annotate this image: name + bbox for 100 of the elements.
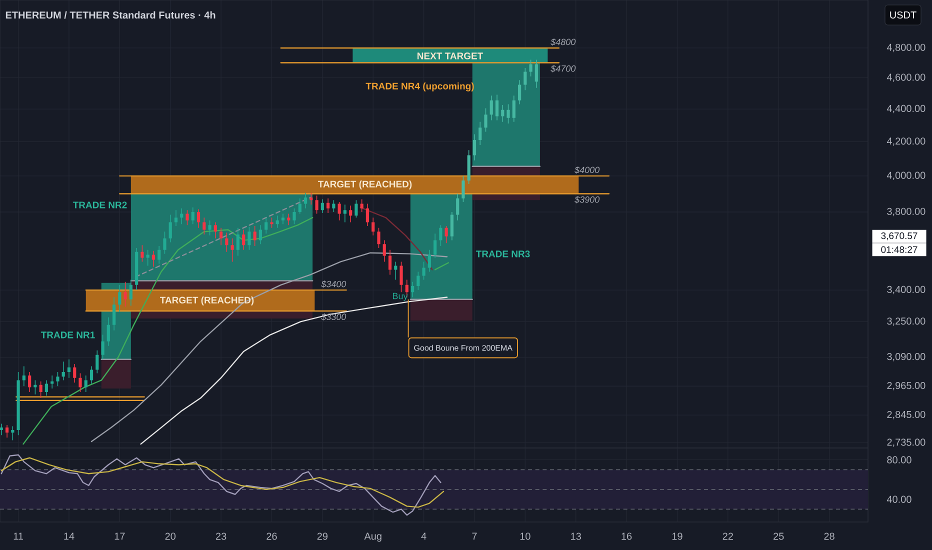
candlestick xyxy=(90,366,94,384)
candlestick xyxy=(242,230,246,250)
y-tick-label: 4,000.00 xyxy=(886,172,926,180)
candlestick xyxy=(338,202,341,220)
y-tick-label: 2,735.00 xyxy=(887,438,926,447)
x-tick-label: 20 xyxy=(165,532,176,540)
candlestick xyxy=(101,334,104,360)
candlestick xyxy=(439,225,442,246)
y-tick-label: 3,800.00 xyxy=(887,208,926,216)
x-tick-label: 10 xyxy=(520,532,530,540)
candlestick xyxy=(44,380,48,396)
candlestick xyxy=(214,222,217,238)
annotation: TRADE NR4 (upcoming) xyxy=(366,82,474,92)
candlestick xyxy=(400,262,403,292)
candlestick xyxy=(16,372,20,436)
candlestick xyxy=(343,204,346,222)
candlestick xyxy=(304,192,308,208)
candlestick xyxy=(174,210,178,226)
x-tick-label: 28 xyxy=(824,532,834,540)
x-tick-label: 17 xyxy=(114,532,125,540)
annotation: $3400 xyxy=(321,280,346,288)
candlestick xyxy=(281,214,285,224)
candlestick xyxy=(298,198,302,214)
candlestick xyxy=(444,226,448,244)
candlestick xyxy=(28,372,32,392)
candlestick xyxy=(50,376,54,388)
annotation: $3900 xyxy=(574,196,600,204)
candlestick xyxy=(372,218,375,236)
candlestick xyxy=(253,226,256,246)
candlestick xyxy=(258,225,262,244)
x-tick-label: 25 xyxy=(774,532,784,540)
x-tick-label: 19 xyxy=(672,532,682,540)
candlestick xyxy=(416,272,420,290)
candlestick xyxy=(248,226,251,250)
y-tick-label: 4,600.00 xyxy=(886,74,926,82)
x-tick-label: 16 xyxy=(622,532,632,540)
text: 01:48:27 xyxy=(881,246,918,253)
candlestick xyxy=(287,214,290,226)
candlestick xyxy=(354,200,358,218)
annotation: $4800 xyxy=(550,38,576,46)
candlestick xyxy=(434,234,437,258)
candlestick xyxy=(140,245,144,262)
candlestick xyxy=(78,373,82,392)
candlestick xyxy=(320,199,324,213)
annotation: TRADE NR2 xyxy=(72,202,127,208)
text: ETHEREUM / TETHER Standard Futures · 4h xyxy=(6,11,216,19)
candlestick xyxy=(315,196,318,214)
candlestick xyxy=(67,359,71,378)
candlestick xyxy=(422,262,426,280)
y-axis-title: USDT xyxy=(890,11,916,19)
y-tick-label: 3,250.00 xyxy=(887,318,926,326)
candlestick xyxy=(73,364,76,383)
x-tick-label: 23 xyxy=(216,532,226,540)
candlestick xyxy=(22,366,26,386)
candlestick xyxy=(191,207,194,224)
candlestick xyxy=(196,209,200,228)
candlestick xyxy=(129,280,132,306)
candlestick xyxy=(163,232,166,254)
annotation: $3300 xyxy=(321,313,346,321)
annotation: Good Boune From 200EMA xyxy=(414,344,512,351)
x-tick-label: 7 xyxy=(472,532,477,540)
y-tick-label: 2,965.00 xyxy=(887,382,926,390)
candlestick xyxy=(410,282,414,298)
y-tick-label: 4,400.00 xyxy=(886,104,926,114)
candlestick xyxy=(106,317,110,346)
y-tick-label: 4,200.00 xyxy=(886,138,926,146)
x-tick-label: 11 xyxy=(14,532,24,540)
candlestick xyxy=(5,425,9,438)
candlestick xyxy=(264,218,268,234)
candlestick xyxy=(152,250,156,267)
x-tick-label: 26 xyxy=(266,532,277,540)
candlestick xyxy=(220,228,223,246)
candlestick xyxy=(326,198,330,213)
annotation: $4700 xyxy=(550,65,576,72)
annotation: Buy xyxy=(392,292,408,301)
y-tick-label: 3,090.00 xyxy=(887,353,926,362)
candlestick xyxy=(112,297,116,330)
candlestick xyxy=(56,372,60,386)
candlestick xyxy=(186,210,189,226)
candlestick xyxy=(366,204,370,226)
annotation: TRADE NR1 xyxy=(40,332,95,338)
candlestick xyxy=(84,376,88,392)
candlestick xyxy=(236,228,240,256)
candlestick xyxy=(276,216,279,228)
annotation: TARGET (REACHED) xyxy=(318,180,412,190)
candlestick xyxy=(135,248,138,290)
y-tick-label: 4,800.00 xyxy=(886,44,926,52)
candlestick xyxy=(428,250,431,272)
candlestick xyxy=(292,208,296,224)
y-tick-label: 40.00 xyxy=(886,496,912,503)
candlestick xyxy=(388,250,392,275)
candlestick xyxy=(96,350,99,374)
x-tick-label: 29 xyxy=(317,532,328,540)
candlestick xyxy=(158,246,161,264)
candlestick xyxy=(0,424,3,436)
candlestick xyxy=(377,228,380,248)
candlestick xyxy=(208,220,212,236)
annotation: $4000 xyxy=(574,166,600,174)
y-tick-label: 3,400.00 xyxy=(887,286,926,294)
x-tick-label: 4 xyxy=(421,532,426,540)
